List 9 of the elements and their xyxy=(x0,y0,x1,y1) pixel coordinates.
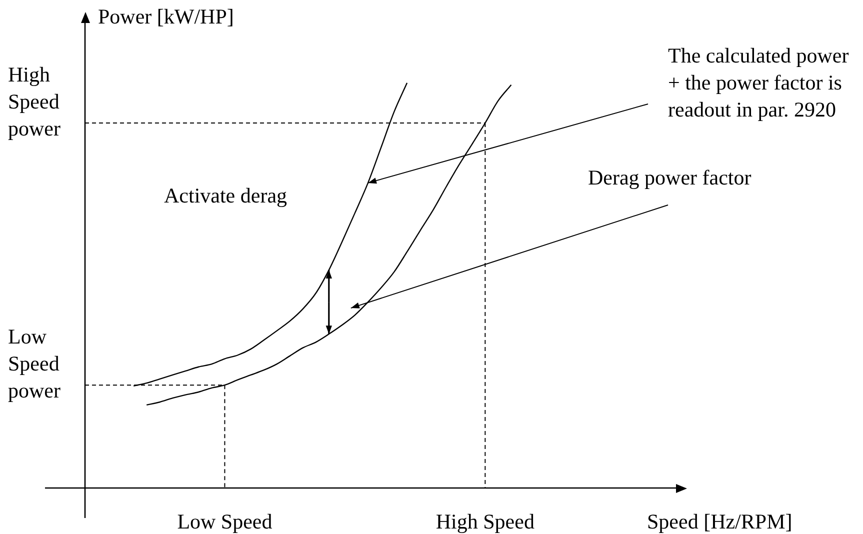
y-axis-title: Power [kW/HP] xyxy=(98,4,234,29)
text: The calculated power + the power factor is readout in par. 2920 xyxy=(668,44,849,122)
text: Speed [Hz/RPM] xyxy=(647,510,792,534)
annotation: Activate derag xyxy=(164,184,288,208)
ref-line-label: Low Speed power xyxy=(8,324,60,403)
text: Derag power factor xyxy=(588,166,752,190)
x-tick-label: Low Speed xyxy=(177,510,273,534)
x-tick-label: High Speed xyxy=(436,510,535,534)
ref-line-label: High Speed power xyxy=(8,62,60,141)
